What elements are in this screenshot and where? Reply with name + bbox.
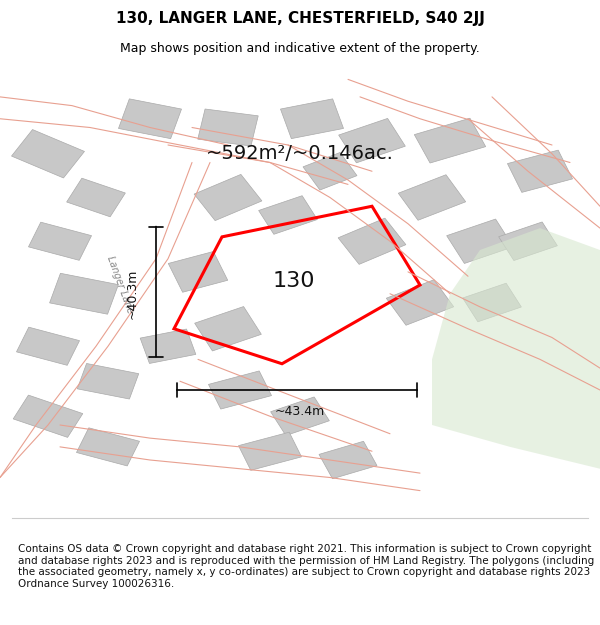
- Polygon shape: [398, 175, 466, 220]
- Polygon shape: [13, 395, 83, 438]
- Polygon shape: [446, 219, 514, 264]
- Text: Contains OS data © Crown copyright and database right 2021. This information is : Contains OS data © Crown copyright and d…: [18, 544, 594, 589]
- Polygon shape: [194, 306, 262, 351]
- Text: Langer Lane: Langer Lane: [105, 255, 135, 315]
- Polygon shape: [140, 329, 196, 364]
- Polygon shape: [238, 432, 302, 471]
- Text: 130, LANGER LANE, CHESTERFIELD, S40 2JJ: 130, LANGER LANE, CHESTERFIELD, S40 2JJ: [116, 11, 484, 26]
- Text: ~43.4m: ~43.4m: [275, 406, 325, 418]
- Polygon shape: [271, 397, 329, 436]
- Polygon shape: [11, 129, 85, 178]
- Text: 130: 130: [273, 271, 315, 291]
- Text: ~40.3m: ~40.3m: [125, 269, 139, 319]
- Polygon shape: [194, 174, 262, 221]
- Text: Map shows position and indicative extent of the property.: Map shows position and indicative extent…: [120, 42, 480, 55]
- Polygon shape: [499, 222, 557, 261]
- Polygon shape: [280, 99, 344, 139]
- Polygon shape: [338, 218, 406, 264]
- Polygon shape: [67, 178, 125, 217]
- Polygon shape: [319, 441, 377, 479]
- Polygon shape: [208, 371, 272, 409]
- Polygon shape: [198, 109, 258, 146]
- Polygon shape: [118, 99, 182, 139]
- Polygon shape: [76, 428, 140, 466]
- Polygon shape: [16, 327, 80, 366]
- Polygon shape: [303, 152, 357, 190]
- Polygon shape: [77, 364, 139, 399]
- Polygon shape: [168, 251, 228, 292]
- Polygon shape: [386, 280, 454, 325]
- Polygon shape: [259, 196, 317, 234]
- Polygon shape: [50, 273, 118, 314]
- Polygon shape: [432, 228, 600, 469]
- Polygon shape: [415, 118, 485, 163]
- Polygon shape: [28, 222, 92, 261]
- Polygon shape: [338, 118, 406, 163]
- Polygon shape: [508, 150, 572, 192]
- Polygon shape: [463, 283, 521, 322]
- Text: ~592m²/~0.146ac.: ~592m²/~0.146ac.: [206, 144, 394, 163]
